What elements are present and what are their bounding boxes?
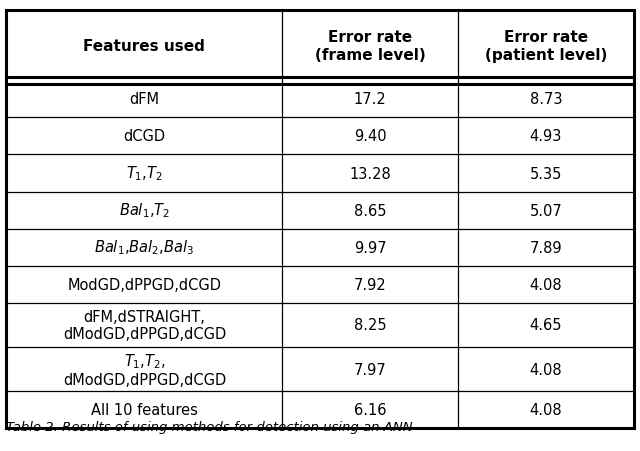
- Text: dFM: dFM: [129, 92, 159, 107]
- Text: 4.65: 4.65: [529, 318, 562, 333]
- Text: Error rate
(frame level): Error rate (frame level): [315, 30, 426, 62]
- Text: 6.16: 6.16: [354, 402, 387, 418]
- Text: Features used: Features used: [83, 39, 205, 54]
- Text: 8.73: 8.73: [529, 92, 562, 107]
- Text: 5.35: 5.35: [530, 166, 562, 181]
- Text: 8.65: 8.65: [354, 203, 387, 218]
- Text: 13.28: 13.28: [349, 166, 391, 181]
- Text: 5.07: 5.07: [529, 203, 562, 218]
- Text: $Bal_1$,$Bal_2$,$Bal_3$: $Bal_1$,$Bal_2$,$Bal_3$: [94, 238, 195, 257]
- Text: 17.2: 17.2: [354, 92, 387, 107]
- Text: 9.40: 9.40: [354, 129, 387, 144]
- Text: Error rate
(patient level): Error rate (patient level): [484, 30, 607, 62]
- Text: All 10 features: All 10 features: [91, 402, 198, 418]
- Text: 7.97: 7.97: [354, 362, 387, 377]
- Text: Table 2. Results of using methods for detection using an ANN: Table 2. Results of using methods for de…: [6, 420, 413, 433]
- Text: 8.25: 8.25: [354, 318, 387, 333]
- Text: 4.08: 4.08: [529, 362, 562, 377]
- Text: dFM,dSTRAIGHT,
dModGD,dPPGD,dCGD: dFM,dSTRAIGHT, dModGD,dPPGD,dCGD: [63, 309, 226, 341]
- Text: 4.08: 4.08: [529, 402, 562, 418]
- Text: $Bal_1$,$T_2$: $Bal_1$,$T_2$: [119, 201, 170, 220]
- Text: 4.93: 4.93: [530, 129, 562, 144]
- Text: $T_1$,$T_2$: $T_1$,$T_2$: [126, 164, 163, 183]
- Text: 9.97: 9.97: [354, 240, 387, 255]
- Text: 4.08: 4.08: [529, 277, 562, 292]
- Text: 7.89: 7.89: [529, 240, 562, 255]
- Text: $T_1$,$T_2$,
dModGD,dPPGD,dCGD: $T_1$,$T_2$, dModGD,dPPGD,dCGD: [63, 351, 226, 387]
- Text: ModGD,dPPGD,dCGD: ModGD,dPPGD,dCGD: [67, 277, 221, 292]
- Text: 7.92: 7.92: [354, 277, 387, 292]
- Text: dCGD: dCGD: [124, 129, 166, 144]
